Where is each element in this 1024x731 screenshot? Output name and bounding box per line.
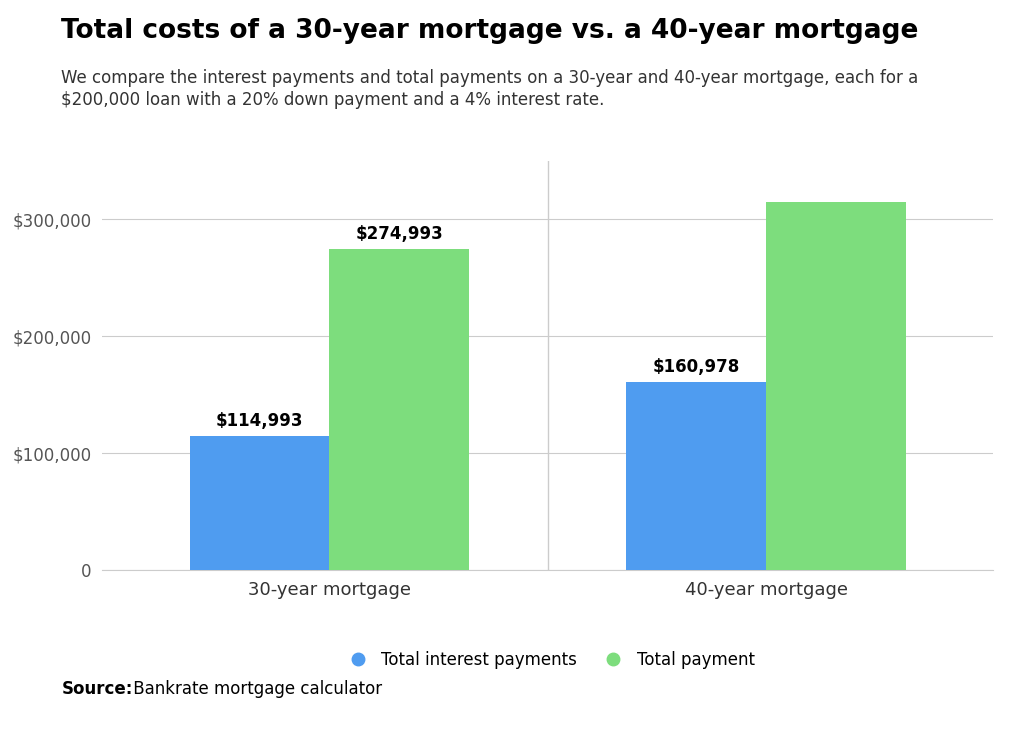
Bar xyxy=(627,382,766,570)
Text: $200,000 loan with a 20% down payment and a 4% interest rate.: $200,000 loan with a 20% down payment an… xyxy=(61,91,605,110)
Text: $274,993: $274,993 xyxy=(355,224,443,243)
Text: We compare the interest payments and total payments on a 30-year and 40-year mor: We compare the interest payments and tot… xyxy=(61,69,919,88)
Bar xyxy=(189,436,330,570)
Legend: Total interest payments, Total payment: Total interest payments, Total payment xyxy=(334,644,762,675)
Text: $160,978: $160,978 xyxy=(652,358,740,376)
Text: Total costs of a 30-year mortgage vs. a 40-year mortgage: Total costs of a 30-year mortgage vs. a … xyxy=(61,18,919,45)
Bar xyxy=(330,249,469,570)
Text: Source:: Source: xyxy=(61,680,133,698)
Text: Bankrate mortgage calculator: Bankrate mortgage calculator xyxy=(128,680,382,698)
Bar xyxy=(766,202,906,570)
Text: $114,993: $114,993 xyxy=(216,412,303,430)
